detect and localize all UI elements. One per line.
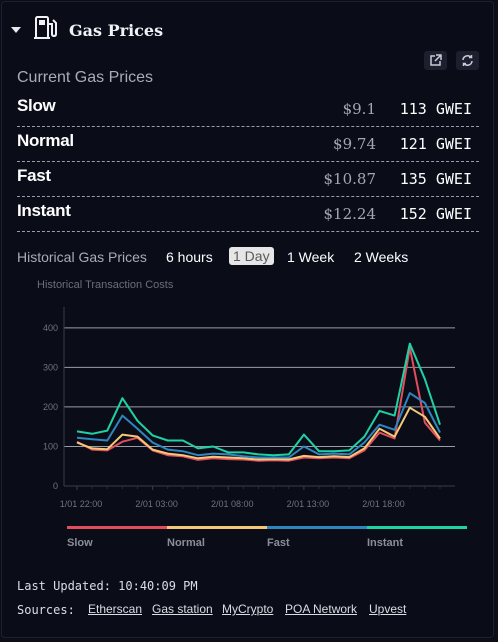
series-line-slow [76,346,441,462]
price-gwei: 135 GWEI [399,170,472,188]
source-link-poa-network[interactable]: POA Network [285,602,358,616]
source-link-gas-station[interactable]: Gas station [152,602,213,616]
price-usd: $9.74 [333,135,376,153]
gas-pump-icon [34,16,57,39]
historical-prices-label: Historical Gas Prices [17,249,147,265]
legend-label-instant[interactable]: Instant [367,537,404,549]
price-name: Instant [17,201,71,220]
y-tick-label: 0 [53,481,58,491]
legend-swatch-instant[interactable] [367,526,467,529]
price-gwei: 121 GWEI [399,135,472,153]
price-gwei: 152 GWEI [399,205,472,223]
legend-label-normal[interactable]: Normal [167,537,205,549]
x-tick-label: 2/01 08:00 [211,499,254,509]
y-tick-label: 100 [43,441,58,451]
range-6-hours[interactable]: 6 hours [166,249,213,265]
legend-swatch-slow[interactable] [67,526,167,529]
external-link-icon [430,54,442,66]
source-link-upvest[interactable]: Upvest [369,602,407,616]
range-1-day[interactable]: 1 Day [229,247,274,265]
series-line-fast [76,392,441,459]
last-updated: Last Updated: 10:40:09 PM [17,579,198,593]
series-line-normal [76,406,441,461]
x-tick-label: 2/01 18:00 [362,499,405,509]
x-tick-label: 1/01 22:00 [60,499,103,509]
price-usd: $10.87 [323,170,377,188]
series-line-instant [76,342,441,457]
widget-header: Gas Prices [2,2,493,58]
price-name: Fast [17,166,51,185]
sources-label: Sources: [17,603,75,617]
legend-swatch-normal[interactable] [167,526,267,529]
current-prices-title: Current Gas Prices [17,69,154,86]
price-name: Normal [17,131,74,150]
price-row-normal: Normal $9.74 121 GWEI [17,126,479,162]
price-gwei: 113 GWEI [399,100,472,118]
widget-title: Gas Prices [69,21,164,40]
price-row-slow: Slow $9.1 113 GWEI [17,91,479,127]
caret-down-icon[interactable] [11,27,21,33]
open-external-button[interactable] [424,51,447,70]
range-1-week[interactable]: 1 Week [287,249,335,265]
price-row-fast: Fast $10.87 135 GWEI [17,161,479,197]
historical-chart: 0 100 200 300 400 1/01 22:00 2/01 03:00 2/01 08… [43,307,467,529]
y-tick-label: 400 [43,323,58,333]
source-link-etherscan[interactable]: Etherscan [88,602,143,616]
source-link-mycrypto[interactable]: MyCrypto [222,602,274,616]
price-name: Slow [17,96,56,115]
legend-label-fast[interactable]: Fast [267,537,290,549]
refresh-button[interactable] [456,51,479,70]
price-usd: $9.1 [342,100,376,118]
range-2-weeks[interactable]: 2 Weeks [354,249,409,265]
y-tick-label: 200 [43,402,58,412]
refresh-icon [462,55,473,66]
chart-title: Historical Transaction Costs [37,279,174,291]
legend-label-slow[interactable]: Slow [67,537,93,549]
price-row-instant: Instant $12.24 152 GWEI [17,196,479,232]
y-tick-label: 300 [43,362,58,372]
x-tick-label: 2/01 13:00 [287,499,330,509]
x-tick-label: 2/01 03:00 [135,499,178,509]
legend-swatch-fast[interactable] [267,526,367,529]
price-usd: $12.24 [323,205,377,223]
